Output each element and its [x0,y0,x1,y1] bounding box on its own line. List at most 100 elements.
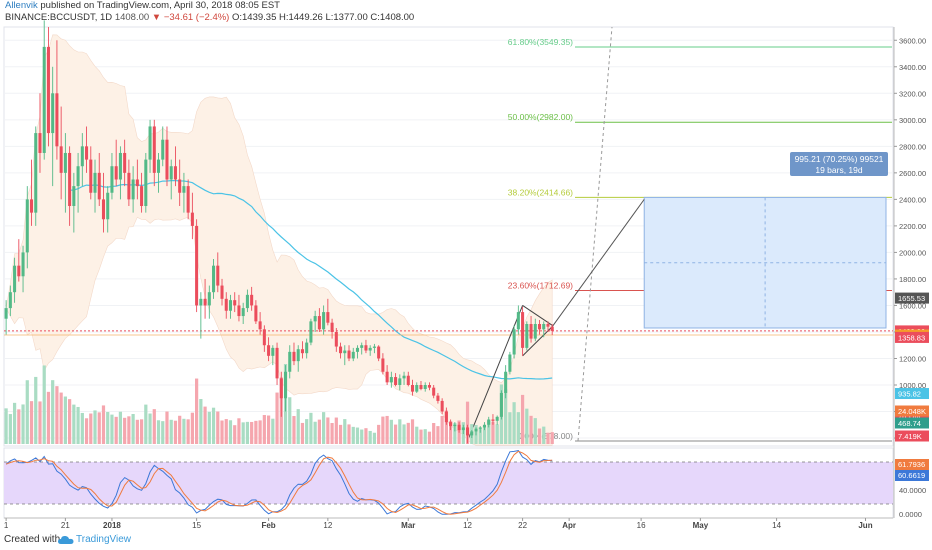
volume-bar [165,411,169,444]
candle-body [216,265,220,286]
candle-body [118,152,122,180]
volume-bar [385,415,389,444]
volume-bar [12,402,17,444]
volume-bar [300,422,305,444]
volume-bar [444,410,448,444]
volume-bar [440,415,444,444]
candle-body [114,166,118,180]
volume-bar [89,413,93,444]
volume-bar [508,412,512,444]
candle-body [4,308,8,319]
volume-axis-badge [895,405,929,417]
candle-body [461,427,465,431]
volume-bar [343,419,347,444]
candle-body [51,93,55,134]
y-tick-label: 1000.00 [899,381,926,390]
volume-bar [8,414,12,444]
candle-body [275,347,279,379]
volume-bar [195,378,199,444]
candle-body [89,159,93,193]
volume-bar [21,404,25,444]
volume-bar [144,404,148,444]
candle-body [482,424,487,428]
volume-bar [529,415,533,444]
volume-bar [309,412,313,444]
wedge-lower-line [522,326,553,357]
candle-body [504,371,508,393]
candle-body [72,186,76,207]
candle-body [63,152,67,173]
volume-bar [101,405,106,444]
volume-bar [491,421,495,444]
volume-bar [436,426,440,444]
author-link[interactable]: Allenvik [5,0,38,11]
candle-body [76,166,80,187]
candle-body [267,345,271,356]
candle-body [533,324,537,339]
volume-bar [487,420,491,444]
candle-body [161,139,165,160]
candle-body [178,179,182,193]
candle-body [300,349,304,354]
y-tick-label: 3600.00 [899,36,926,45]
volume-bar [228,420,233,444]
candle-body [271,347,275,356]
volume-bar [398,419,402,444]
candle-body [123,152,127,173]
volume-bar [292,416,296,444]
candle-body [207,292,211,306]
candle-body [542,324,546,330]
candle-body [516,312,520,330]
price-axis-badge [895,331,929,343]
volume-bar [537,428,542,444]
candle-body [381,358,385,372]
y-tick-label: 2800.00 [899,142,926,151]
candle-body [85,146,89,160]
candle-body [491,419,495,421]
y-tick-label: 1600.00 [899,301,926,310]
candle-body [110,166,114,193]
candle-body [106,192,110,220]
volume-bar [110,414,114,444]
candle-body [169,166,173,180]
volume-bar [465,401,470,444]
volume-bar [389,419,393,444]
volume-bar [546,432,550,444]
x-tick-label: 12 [323,521,332,530]
volume-bar [220,420,224,444]
candle-body [80,146,84,167]
volume-axis-badge [895,430,929,442]
bollinger-band [5,34,553,446]
volume-bar [237,418,241,444]
candle-body [377,346,381,359]
candle-body [474,428,478,432]
projection-line [551,199,645,327]
stoch-k-badge [895,470,929,481]
volume-bar [427,431,432,444]
candle-body [419,385,423,389]
volume-bar [330,423,334,444]
stoch-d-badge-text: 61.7936 [898,460,925,469]
price-axis-badge [895,292,929,304]
candle-body [29,199,34,213]
volume-bar [114,416,118,444]
created-with-text: Created with [4,534,61,545]
volume-bar [520,394,525,444]
candle-body [466,427,470,436]
candle-body [237,305,241,317]
candle-body [195,225,199,306]
candle-body [258,321,262,330]
x-tick-label: 12 [463,521,472,530]
volume-bar [550,432,554,444]
candle-body [449,422,453,427]
tradingview-link[interactable]: TradingView [76,534,132,545]
moving-average-line [69,180,553,380]
candle-body [372,346,376,348]
y-tick-label: 2000.00 [899,248,926,257]
candle-body [487,419,491,425]
price-chart[interactable]: 600.00800.001000.001200.001400.001600.00… [0,0,932,530]
candle-body [292,351,296,362]
candle-body [389,377,393,383]
x-tick-label: 2018 [103,521,121,530]
volume-bar [542,426,546,444]
